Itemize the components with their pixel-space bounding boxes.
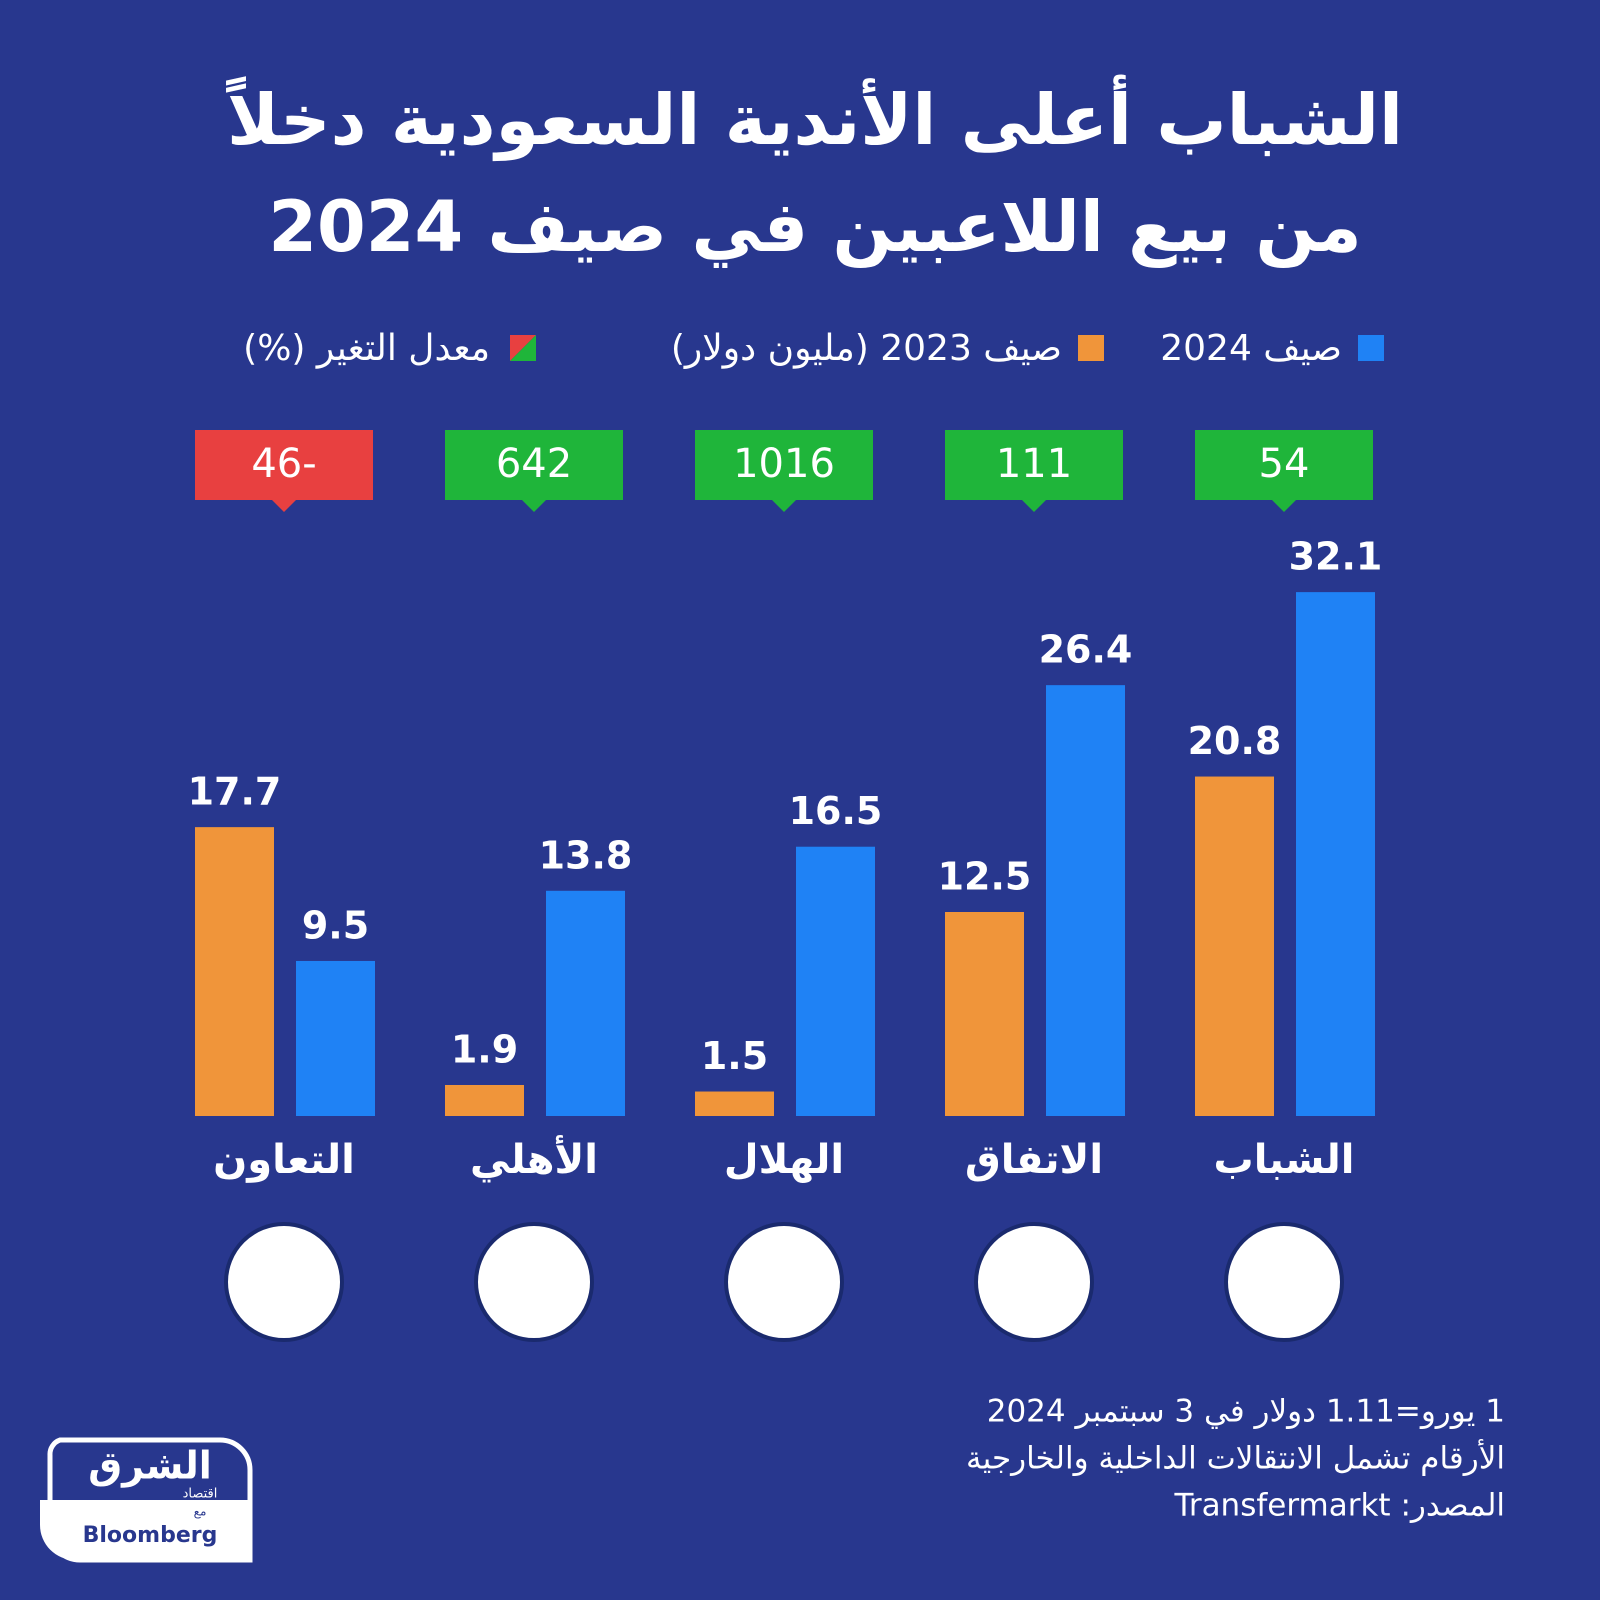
note: الأرقام تشمل الانتقالات الداخلية والخارج… xyxy=(966,1439,1505,1477)
chart-title: الشباب أعلى الأندية السعودية دخلاً xyxy=(226,74,1404,161)
change-box xyxy=(1195,430,1373,500)
brand-logo: الشرق اقتصاد مع Bloomberg xyxy=(40,1437,253,1563)
change-label: 46- xyxy=(251,441,316,487)
brand-partner: Bloomberg xyxy=(83,1523,218,1548)
change-pointer xyxy=(1272,500,1296,512)
value-label: 13.8 xyxy=(539,833,633,877)
x-tick-label: الأهلي xyxy=(470,1134,598,1183)
change-pointer xyxy=(522,500,546,512)
change-pointer xyxy=(772,500,796,512)
note: المصدر: Transfermarkt xyxy=(1173,1488,1505,1524)
note: 1 يورو=1.11 دولار في 3 سبتمبر 2024 xyxy=(987,1394,1505,1430)
change-label: 54 xyxy=(1259,441,1310,487)
x-tick-label: التعاون xyxy=(213,1137,355,1183)
change-box xyxy=(195,430,373,500)
value-label: 1.9 xyxy=(451,1027,518,1071)
club-logo xyxy=(724,1222,844,1342)
bar xyxy=(1296,592,1375,1116)
value-label: 32.1 xyxy=(1289,535,1383,579)
x-tick-label: الاتفاق xyxy=(965,1137,1103,1183)
bar xyxy=(796,846,875,1116)
change-box xyxy=(695,430,873,500)
bar xyxy=(296,960,375,1116)
value-label: 26.4 xyxy=(1039,628,1133,672)
bar xyxy=(695,1091,774,1116)
brand-with: مع xyxy=(194,1505,207,1519)
bar xyxy=(1046,685,1125,1116)
legend-swatch xyxy=(1078,335,1104,361)
chart-subtitle: من بيع اللاعبين في صيف 2024 xyxy=(268,186,1361,268)
value-label: 1.5 xyxy=(701,1034,768,1078)
value-label: 17.7 xyxy=(188,770,282,814)
change-pointer xyxy=(272,500,296,512)
club-logo xyxy=(224,1222,344,1342)
brand-sub: اقتصاد xyxy=(183,1487,218,1502)
value-label: 16.5 xyxy=(789,789,883,833)
value-label: 9.5 xyxy=(302,903,369,947)
legend-label: معدل التغير (%) xyxy=(243,328,490,369)
bar xyxy=(546,890,625,1116)
bar xyxy=(1195,776,1274,1116)
brand-name: الشرق xyxy=(88,1444,212,1488)
value-label: 12.5 xyxy=(938,855,1032,899)
club-logo xyxy=(1224,1222,1344,1342)
brand-band xyxy=(40,1500,250,1560)
club-logo xyxy=(974,1222,1094,1342)
bar xyxy=(945,912,1024,1116)
change-label: 642 xyxy=(496,441,572,487)
change-box xyxy=(445,430,623,500)
bar xyxy=(195,827,274,1116)
change-pointer xyxy=(1022,500,1046,512)
club-logo xyxy=(474,1222,594,1342)
bar xyxy=(445,1084,524,1116)
legend-swatch xyxy=(510,335,536,361)
value-label: 20.8 xyxy=(1188,719,1282,763)
x-tick-label: الشباب xyxy=(1214,1137,1355,1183)
x-tick-label: الهلال xyxy=(724,1137,844,1183)
change-box xyxy=(945,430,1123,500)
change-label: 1016 xyxy=(733,441,835,487)
legend-swatch xyxy=(1358,335,1384,361)
legend-label: صيف 2024 xyxy=(1160,328,1342,369)
change-label: 111 xyxy=(996,441,1072,487)
legend-label: صيف 2023 (مليون دولار) xyxy=(671,328,1062,369)
